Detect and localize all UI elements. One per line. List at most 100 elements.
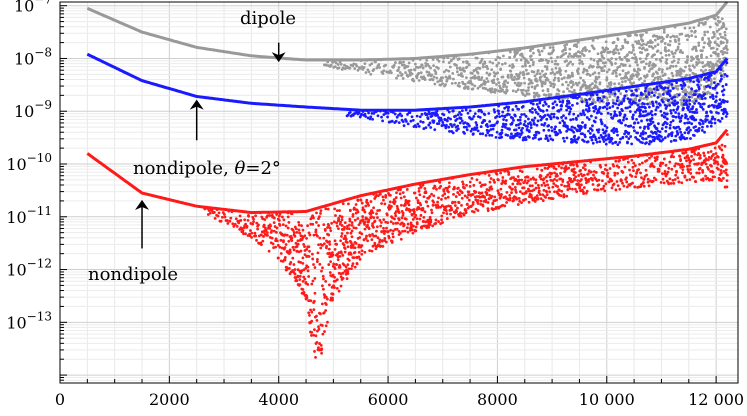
data-point: [588, 49, 591, 53]
data-point: [450, 81, 454, 85]
data-point: [706, 165, 709, 169]
x-tick-label: 12 000: [688, 390, 744, 409]
data-point: [708, 104, 711, 108]
data-point: [463, 121, 467, 125]
data-point: [705, 56, 709, 59]
data-point: [378, 208, 381, 212]
data-point: [245, 225, 249, 229]
data-point: [600, 69, 604, 73]
data-point: [720, 74, 723, 78]
data-point: [637, 39, 640, 43]
data-point: [409, 68, 413, 72]
data-point: [571, 140, 574, 144]
data-point: [500, 135, 504, 139]
data-point: [399, 203, 403, 207]
data-point: [420, 112, 424, 116]
data-point: [534, 178, 538, 182]
data-point: [532, 119, 535, 123]
data-point: [704, 162, 708, 166]
data-point: [346, 263, 350, 267]
data-point: [655, 157, 659, 161]
data-point: [568, 187, 572, 191]
data-point: [684, 93, 687, 96]
data-point: [465, 65, 469, 69]
data-point: [504, 179, 508, 183]
data-point: [630, 142, 634, 146]
data-point: [347, 258, 351, 262]
data-point: [656, 43, 660, 46]
data-point: [597, 183, 601, 187]
data-point: [583, 80, 587, 84]
data-point: [649, 140, 653, 144]
data-point: [336, 63, 340, 66]
data-point: [261, 239, 265, 243]
data-point: [555, 103, 559, 107]
data-point: [561, 99, 565, 103]
data-point: [634, 55, 638, 59]
y-tick-label-base: 10: [14, 49, 34, 68]
data-point: [428, 121, 432, 125]
data-point: [532, 70, 536, 74]
data-point: [615, 68, 619, 72]
data-point: [651, 73, 655, 77]
data-point: [551, 102, 555, 106]
data-point: [579, 76, 583, 80]
data-point: [645, 118, 649, 122]
data-point: [455, 66, 459, 70]
data-point: [552, 85, 556, 89]
data-point: [370, 209, 374, 212]
data-point: [556, 62, 560, 66]
data-point: [467, 124, 471, 128]
data-point: [357, 111, 361, 115]
data-point: [641, 132, 645, 136]
data-point: [676, 47, 680, 51]
data-point: [693, 162, 697, 166]
data-point: [544, 102, 548, 106]
data-point: [384, 193, 388, 197]
data-point: [345, 227, 349, 230]
data-point: [597, 178, 601, 182]
data-point: [538, 53, 542, 57]
data-point: [618, 65, 622, 68]
data-point: [338, 265, 342, 269]
data-point: [551, 42, 555, 46]
data-point: [283, 233, 287, 237]
data-point: [495, 172, 499, 176]
data-point: [624, 123, 627, 127]
data-point: [567, 112, 571, 116]
data-point: [409, 119, 413, 123]
data-point: [662, 157, 666, 161]
data-point: [687, 130, 691, 134]
data-point: [283, 246, 287, 249]
data-point: [705, 143, 709, 147]
data-point: [291, 228, 295, 232]
data-point: [679, 130, 683, 134]
data-point: [591, 141, 595, 145]
data-point: [347, 227, 351, 231]
data-point: [652, 78, 656, 82]
data-point: [546, 139, 550, 142]
data-point: [315, 318, 319, 322]
data-point: [234, 217, 238, 221]
data-point: [551, 46, 555, 49]
data-point: [429, 66, 432, 70]
data-point: [686, 55, 689, 58]
data-point: [697, 126, 701, 130]
data-point: [427, 225, 431, 229]
data-point: [483, 119, 487, 123]
data-point: [410, 228, 414, 232]
data-point: [665, 112, 669, 116]
data-point: [462, 125, 466, 129]
data-point: [383, 237, 387, 240]
data-point: [695, 108, 698, 111]
data-point: [541, 82, 545, 85]
data-point: [290, 236, 294, 240]
data-point: [701, 179, 705, 182]
data-point: [481, 65, 485, 69]
data-point: [436, 200, 439, 204]
data-point: [350, 223, 354, 227]
data-point: [579, 183, 583, 187]
data-point: [565, 161, 568, 165]
data-point: [675, 81, 678, 85]
data-point: [709, 157, 713, 160]
